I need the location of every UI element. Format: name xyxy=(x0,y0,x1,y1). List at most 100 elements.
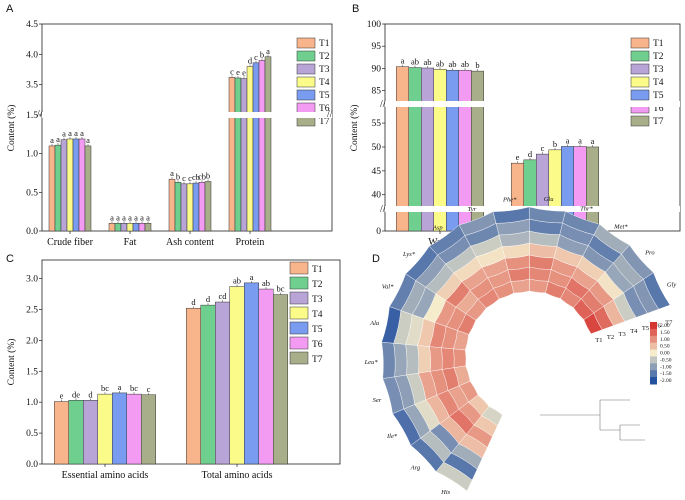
colorbar-tick-label: 1.50 xyxy=(660,330,670,336)
legend-label-T5: T5 xyxy=(319,91,330,101)
y-tick-label: 40 xyxy=(372,191,382,201)
colorbar-tick-label: -2.00 xyxy=(660,378,672,384)
colorbar-segment xyxy=(650,349,657,357)
bar-T2-crude-fiber xyxy=(54,144,62,232)
legend-label-T5: T5 xyxy=(312,325,323,335)
heatmap-row-label: T6 xyxy=(653,322,661,329)
bar-T4-protein xyxy=(246,66,254,232)
legend-swatch-T3 xyxy=(289,291,309,305)
colorbar-segment xyxy=(650,328,657,337)
bar-T3-essential-amino-acids xyxy=(83,400,98,465)
heatmap-cell-Thr*-T7 xyxy=(562,210,600,236)
bar-T1-crude-fiber xyxy=(48,145,56,232)
y-tick-label: 0 xyxy=(376,227,381,237)
heatmap-cell-Leu*-T3 xyxy=(429,346,443,372)
x-tick-label: Ash content xyxy=(166,237,214,248)
legend-label-T1: T1 xyxy=(319,39,330,49)
significance-label: a xyxy=(401,56,405,66)
heatmap-column-label: Phe* xyxy=(502,196,517,203)
legend-label-T4: T4 xyxy=(312,310,323,320)
legend-swatch-T5 xyxy=(630,89,650,101)
y-tick-label: 95 xyxy=(372,42,382,52)
bar-T7-crude-fiber xyxy=(84,145,92,232)
y-tick-label: 1.0 xyxy=(26,150,38,160)
significance-label: a xyxy=(86,135,90,145)
bar-T7-essential-amino-acids xyxy=(141,394,156,465)
significance-label: cb xyxy=(198,171,206,181)
heatmap-column-label: Arg xyxy=(410,464,421,471)
heatmap-column-label: Ser xyxy=(373,397,382,404)
significance-label: a xyxy=(578,135,582,145)
heatmap-cell-Leu*-T2 xyxy=(441,347,455,370)
significance-label: bc xyxy=(276,284,284,294)
panel-c-letter: C xyxy=(6,253,14,265)
bar-T2-protein xyxy=(234,77,242,232)
legend-label-T5: T5 xyxy=(653,91,664,101)
legend-swatch-T1 xyxy=(630,37,650,49)
bar-T6-ash-content xyxy=(198,182,206,232)
significance-label: a xyxy=(62,129,66,139)
x-tick-label: Total amino acids xyxy=(202,470,273,481)
significance-label: c xyxy=(188,173,192,183)
legend-label-T2: T2 xyxy=(653,52,664,62)
bar-T2-essential-amino-acids xyxy=(68,400,84,465)
y-tick-label: 4.5 xyxy=(26,20,38,30)
y-tick-label: 2.0 xyxy=(26,336,38,346)
legend-label-T2: T2 xyxy=(319,52,330,62)
heatmap-column-label: Thr* xyxy=(580,205,593,212)
panel-a-ylabel: Content (%) xyxy=(6,105,17,152)
heatmap-cell-Phe*-T7 xyxy=(492,206,530,224)
bar-T5-fat xyxy=(132,223,140,232)
colorbar-tick-label: 0.50 xyxy=(660,344,670,350)
bar-T2-total-amino-acids xyxy=(200,304,216,465)
y-tick-label: 0.5 xyxy=(26,429,38,439)
significance-label: a xyxy=(80,128,84,138)
bar-T7-ash-content xyxy=(204,181,212,232)
panel-b-break-mark-upper: // xyxy=(380,99,386,110)
legend-label-T7: T7 xyxy=(312,355,323,365)
bar-T3-total-amino-acids xyxy=(215,301,230,465)
heatmap-row-label: T3 xyxy=(619,331,626,338)
legend-swatch-T2 xyxy=(289,276,309,290)
bar-T4-ash-content xyxy=(186,183,194,232)
x-tick-label: Essential amino acids xyxy=(62,470,149,481)
significance-label: b xyxy=(475,60,479,70)
panel-a-axis-break xyxy=(42,112,332,118)
legend-swatch-T7 xyxy=(630,115,650,127)
bar-T4-essential-amino-acids xyxy=(97,393,113,465)
legend-swatch-T3 xyxy=(630,63,650,75)
bar-T3-crude-fiber xyxy=(60,139,68,232)
bar-T7-fat xyxy=(144,223,152,232)
significance-label: a xyxy=(68,128,72,138)
bar-T6-fat xyxy=(138,223,146,232)
heatmap-cell-Met*-T7 xyxy=(593,223,630,255)
bar-T5-total-amino-acids xyxy=(244,282,259,465)
significance-label: a xyxy=(50,135,54,145)
heatmap-column-label: Pro xyxy=(644,249,655,256)
heatmap-cell-Ser-T7 xyxy=(382,376,404,415)
significance-label: d xyxy=(528,149,533,159)
bar-T5-essential-amino-acids xyxy=(112,392,127,465)
x-tick-label: Fat xyxy=(124,237,137,248)
x-tick-label: Protein xyxy=(236,237,265,248)
bar-T1-ash-content xyxy=(168,178,176,232)
legend-swatch-T6 xyxy=(296,102,316,114)
significance-label: ab xyxy=(411,57,419,67)
panel-b-letter: B xyxy=(352,3,359,15)
heatmap-cell-Leu*-T7 xyxy=(381,341,396,379)
y-tick-label: 4.0 xyxy=(26,50,38,60)
legend-swatch-T2 xyxy=(630,50,650,62)
legend-swatch-T1 xyxy=(296,37,316,49)
bar-T4-total-amino-acids xyxy=(229,286,245,465)
heatmap-column-label: Asp xyxy=(432,225,444,232)
bar-T5-ash-content xyxy=(192,182,200,232)
significance-label: a xyxy=(118,382,122,392)
significance-label: a xyxy=(170,168,174,178)
significance-label: a xyxy=(116,212,120,222)
colorbar-tick-label: 2.00 xyxy=(660,323,670,329)
colorbar-tick-label: -1.00 xyxy=(660,364,672,370)
significance-label: ab xyxy=(461,59,469,69)
panel-c-ylabel: Content (%) xyxy=(6,339,17,386)
y-tick-label: 2.5 xyxy=(26,305,38,315)
